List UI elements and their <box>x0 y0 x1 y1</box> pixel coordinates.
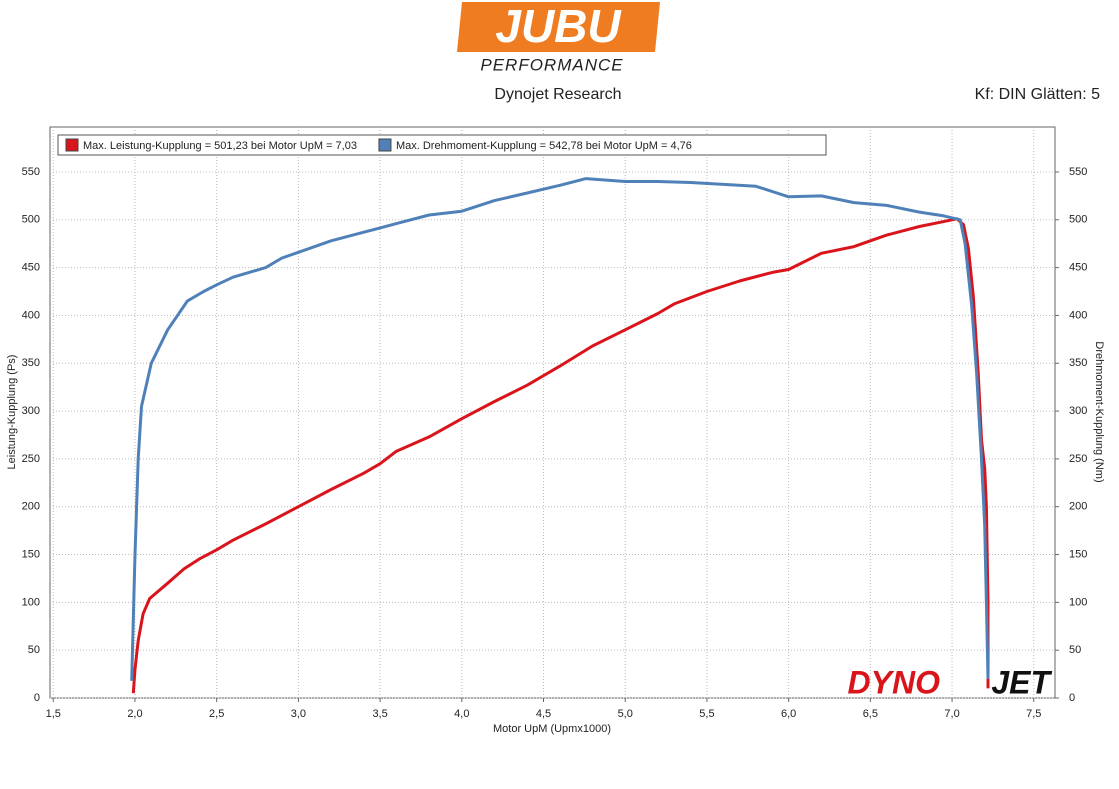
y2-tick-label: 0 <box>1069 692 1075 704</box>
y2-tick-label: 450 <box>1069 262 1087 274</box>
y-tick-label: 400 <box>22 309 40 321</box>
y-tick-label: 0 <box>34 692 40 704</box>
logo: JUBU PERFORMANCE <box>457 0 660 74</box>
logo-box <box>457 2 660 52</box>
y2-tick-label: 500 <box>1069 214 1087 226</box>
series-line <box>131 217 990 694</box>
x-tick-label: 7,5 <box>1026 708 1041 720</box>
y2-tick-label: 400 <box>1069 309 1087 321</box>
y-tick-label: 500 <box>22 214 40 226</box>
legend-swatch <box>65 138 79 152</box>
x-tick-label: 3,5 <box>372 708 387 720</box>
legend-label: Max. Drehmoment-Kupplung = 542,78 bei Mo… <box>396 140 692 152</box>
logo-tagline: PERFORMANCE <box>480 55 623 74</box>
x-tick-label: 2,5 <box>209 708 224 720</box>
legend-label: Max. Leistung-Kupplung = 501,23 bei Moto… <box>83 140 357 152</box>
logo-brand: JUBU <box>495 0 622 52</box>
y-tick-label: 200 <box>22 501 40 513</box>
y2-tick-label: 100 <box>1069 596 1087 608</box>
series-line <box>130 177 990 681</box>
plot-frame <box>49 126 1056 699</box>
x-tick-label: 7,0 <box>944 708 959 720</box>
x-tick-label: 5,5 <box>699 708 714 720</box>
x-axis-label: Motor UpM (Upmx1000) <box>493 723 611 735</box>
y2-tick-label: 150 <box>1069 548 1087 560</box>
y2-tick-label: 50 <box>1069 644 1081 656</box>
y2-tick-label: 250 <box>1069 453 1087 465</box>
y-axis-label: Leistung-Kupplung (Ps) <box>6 355 18 470</box>
subtitle: Dynojet Research <box>494 86 621 103</box>
x-tick-label: 4,5 <box>536 708 551 720</box>
y-tick-label: 350 <box>22 357 40 369</box>
y-tick-label: 250 <box>22 453 40 465</box>
y2-axis-label: Drehmoment-Kupplung (Nm) <box>1093 341 1105 482</box>
y-tick-label: 550 <box>22 166 40 178</box>
y-tick-label: 100 <box>22 596 40 608</box>
x-tick-label: 6,0 <box>781 708 796 720</box>
y-tick-label: 150 <box>22 548 40 560</box>
settings-text: Kf: DIN Glätten: 5 <box>975 86 1100 103</box>
x-tick-label: 3,0 <box>291 708 306 720</box>
watermark: DYNO <box>848 664 941 700</box>
y-tick-label: 50 <box>28 644 40 656</box>
y2-tick-label: 300 <box>1069 405 1087 417</box>
watermark: JET <box>991 664 1052 700</box>
x-tick-label: 2,0 <box>127 708 142 720</box>
legend <box>57 134 827 156</box>
legend-swatch <box>378 138 392 152</box>
x-tick-label: 4,0 <box>454 708 469 720</box>
x-tick-label: 5,0 <box>618 708 633 720</box>
y2-tick-label: 350 <box>1069 357 1087 369</box>
y2-tick-label: 200 <box>1069 501 1087 513</box>
y2-tick-label: 550 <box>1069 166 1087 178</box>
y-tick-label: 450 <box>22 262 40 274</box>
x-tick-label: 6,5 <box>863 708 878 720</box>
y-tick-label: 300 <box>22 405 40 417</box>
x-tick-label: 1,5 <box>46 708 61 720</box>
